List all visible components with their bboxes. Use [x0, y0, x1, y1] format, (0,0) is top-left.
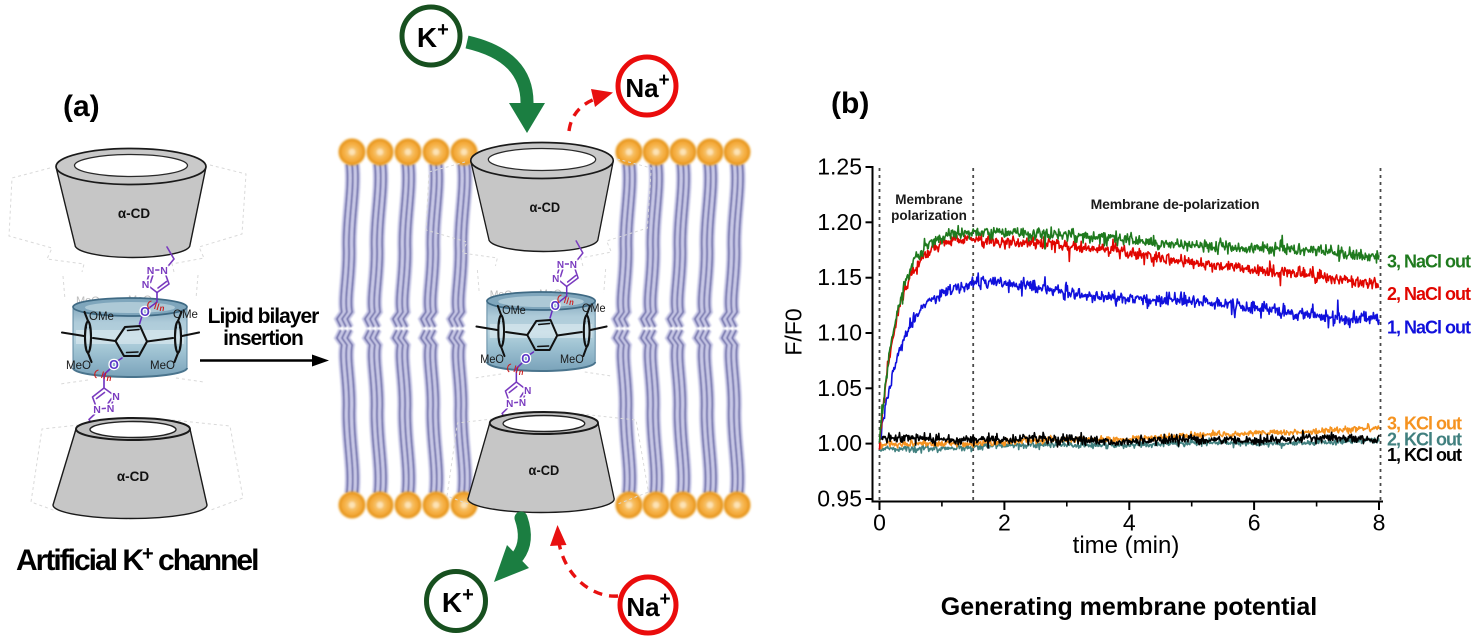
svg-text:F/F0: F/F0 [781, 308, 807, 355]
svg-text:1, KCl out: 1, KCl out [1387, 445, 1462, 465]
svg-text:polarization: polarization [891, 208, 967, 223]
svg-text:1.05: 1.05 [817, 375, 862, 401]
svg-text:0.95: 0.95 [817, 486, 862, 512]
svg-text:3, NaCl out: 3, NaCl out [1387, 252, 1471, 272]
svg-text:1, NaCl out: 1, NaCl out [1387, 318, 1471, 338]
svg-text:2, NaCl out: 2, NaCl out [1387, 284, 1471, 304]
svg-text:(b): (b) [831, 87, 869, 120]
svg-text:3, KCl out: 3, KCl out [1387, 414, 1462, 434]
svg-text:+: + [462, 584, 474, 606]
svg-text:2, KCl out: 2, KCl out [1387, 430, 1462, 450]
svg-text:1.25: 1.25 [817, 154, 862, 180]
svg-text:K: K [442, 587, 462, 618]
svg-text:(a): (a) [63, 90, 100, 123]
svg-text:8: 8 [1373, 510, 1386, 536]
svg-text:2: 2 [998, 510, 1011, 536]
svg-text:+: + [437, 19, 449, 41]
svg-text:+: + [658, 70, 669, 91]
svg-text:Lipid bilayer: Lipid bilayer [208, 305, 320, 328]
svg-text:Membrane de-polarization: Membrane de-polarization [1091, 196, 1260, 212]
svg-text:1.15: 1.15 [817, 264, 862, 290]
svg-text:1.20: 1.20 [817, 209, 862, 235]
svg-text:6: 6 [1248, 510, 1261, 536]
svg-text:Na: Na [625, 73, 659, 103]
svg-text:0: 0 [873, 510, 886, 536]
svg-text:insertion: insertion [223, 327, 303, 350]
svg-text:Artificial K+ channel: Artificial K+ channel [16, 543, 258, 577]
svg-text:Generating membrane potential: Generating membrane potential [941, 593, 1317, 621]
svg-text:Membrane: Membrane [895, 192, 963, 207]
svg-text:time (min): time (min) [1073, 532, 1180, 559]
svg-text:1.10: 1.10 [817, 320, 862, 346]
svg-text:4: 4 [1123, 510, 1136, 536]
svg-text:1.00: 1.00 [817, 430, 862, 456]
svg-text:Na: Na [626, 592, 660, 622]
svg-text:+: + [659, 589, 670, 610]
svg-text:K: K [417, 22, 437, 53]
